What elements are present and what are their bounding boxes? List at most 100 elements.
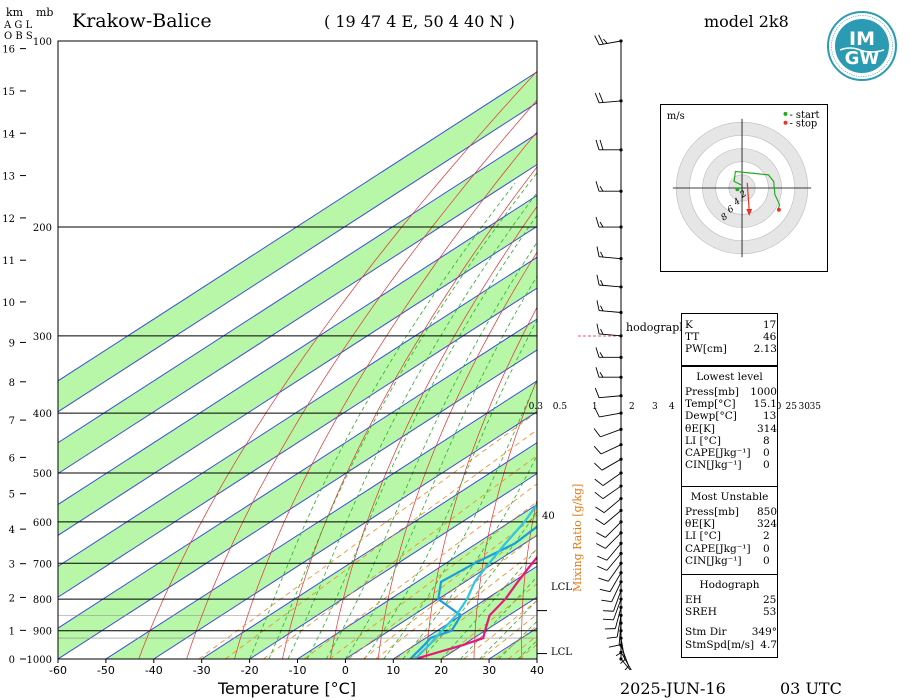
wind-barb-feather [595,506,605,514]
mixing-ratio-tick: 4 [669,402,675,412]
wind-barb-dot [619,310,623,315]
most-unstable-title: Most Unstable [690,491,769,503]
wind-barb-staff [616,615,622,638]
unstable-row: θE[K] 324 [685,518,777,531]
isotherm-line [58,318,537,629]
km-tick: 15 [2,87,15,98]
x-tick: -20 [241,664,259,677]
hodograph-ring-label: 8 [719,212,730,224]
start-marker-icon [783,111,788,116]
x-axis-label: Temperature [°C] [217,679,356,698]
wind-barb-dot [619,99,623,103]
wind-barb-staff [620,658,631,670]
wind-barb-feather [598,34,604,45]
mixing-ratio-tick: 1 [592,402,598,412]
moist-adiabat [325,241,537,659]
agl-label: A G L [3,20,33,31]
pressure-tick: 900 [33,627,52,638]
pressure-tick: 200 [33,223,52,234]
x-tick: 40 [530,664,544,677]
pressure-tick: 300 [33,332,52,343]
wind-barb-dot [619,285,623,289]
isotherm-line [153,411,537,659]
lowest-row: Press[mb] 1000 [685,386,777,398]
pressure-tick: 700 [33,559,52,570]
wind-barb-feather [608,644,620,648]
wind-barb-feather [595,347,600,358]
wind-barb-staff [611,581,622,602]
wind-barb-feather [620,659,626,664]
wind-barb-dot [619,334,623,338]
wind-barb-dot [619,636,623,640]
axes: 0.30.51234568101520253035100200300400500… [2,37,821,677]
wind-barb-feather [595,518,605,525]
wind-barb-dot [619,508,623,513]
wind-barb-staff [613,598,622,620]
hodograph-ring-label: 2 [738,189,749,201]
hodograph-unit: m/s [667,111,685,122]
x-tick: 20 [434,664,448,677]
isotherm-band [58,133,537,474]
moist-adiabat [345,275,537,659]
wind-barb-dot [619,471,623,475]
moist-adiabat [287,191,537,659]
wind-barb-dot [619,613,623,617]
storm-motion-vector [746,182,750,212]
wind-barb-dot [619,597,623,601]
wind-barb-dot [619,257,623,261]
wind-barb-feather [595,181,600,192]
lowest-row: Dewp[°C] 13 [685,410,777,423]
wind-barb-feather [596,274,600,286]
lowest-level-panel: Lowest level Press[mb] 1000 Temp[°C] 15.1 … [681,366,778,487]
wind-barb-dot [619,621,623,625]
moist-adiabat [383,379,537,659]
legend-start: - start [789,110,819,121]
wind-barb-feather [594,462,603,471]
km-tick: 11 [2,256,15,267]
wind-barb-staff [606,553,622,571]
km-tick: 16 [2,45,15,56]
wind-barb-staff [618,623,622,646]
wind-barb-feather [598,92,604,103]
sounding-line-2 [414,502,537,659]
wind-barb-feather [597,555,608,561]
mixing-ratio-40: 40 [542,511,555,522]
lowest-row: CAPE[Jkg⁻¹] 0 [685,446,770,459]
isotherm-band [58,319,537,659]
wind-barb-feather [600,328,604,335]
x-tick: -30 [193,664,211,677]
isotherm-band [58,71,537,412]
most-unstable-panel: Most Unstable Press[mb] 850 θE[K] 324 LI [… [681,486,778,582]
km-tick: 1 [9,626,15,637]
isotherm-band [58,257,537,598]
isotherm-line [58,71,537,382]
model-label: model 2k8 [704,12,789,31]
indices-panel: K 17 TT 46 PW[cm] 2.13 [681,313,778,366]
wind-barb-feather [599,352,604,358]
wind-barb-feather [599,139,604,150]
x-tick: -60 [49,664,67,677]
isotherm-line [201,442,537,659]
isotherm-line [58,133,537,444]
wind-barb-staff [620,651,632,670]
wind-barb-dot [619,443,623,447]
pressure-tick: 400 [33,409,52,420]
wind-barb-staff [605,532,622,549]
pressure-tick: 500 [33,469,52,480]
wind-barb-feather [600,279,604,286]
lcl-label-upper: LCL [551,582,572,593]
hodograph-panel: Hodograph EH 25 SREH 53 Stm Dir 349° StmSpd… [681,574,778,658]
wind-barb-staff [600,444,622,455]
pressure-tick: 600 [33,518,52,529]
wind-barb-feather [603,38,608,44]
wind-barb-profile [593,34,632,670]
hodograph-ring-label: 4 [731,197,742,209]
wind-barb-dot [619,605,623,609]
wind-barb-staff [599,395,622,399]
x-tick: -10 [289,664,307,677]
wind-barb-feather [603,610,614,612]
wind-barb-dot [619,394,623,398]
wind-barb-dot [619,411,623,415]
